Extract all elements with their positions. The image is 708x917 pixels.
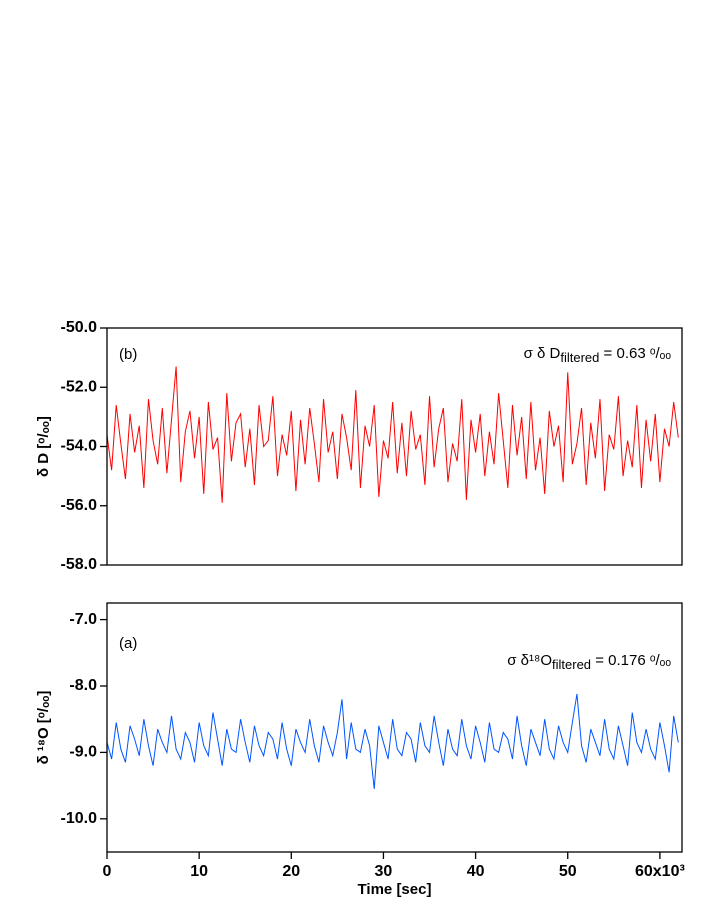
y-tick-label: -52.0 bbox=[61, 378, 98, 395]
x-tick-label: 50 bbox=[559, 863, 577, 880]
stat-subscript: filtered bbox=[552, 657, 591, 672]
stat-subscript: filtered bbox=[560, 350, 599, 365]
y-tick-label: -8.0 bbox=[69, 677, 97, 694]
y-tick-label: -10.0 bbox=[61, 810, 98, 827]
y-tick-label: -58.0 bbox=[61, 556, 98, 573]
y-axis-label: δ ¹⁸O [ᵒ/ₒₒ] bbox=[35, 691, 52, 765]
y-axis-label: δ D [ᵒ/ₒₒ] bbox=[35, 416, 52, 477]
stat-prefix: σ δ D bbox=[524, 345, 561, 362]
x-tick-label: 40 bbox=[467, 863, 485, 880]
plot-frame bbox=[106, 602, 683, 853]
data-line bbox=[106, 693, 679, 789]
y-tick-label: -56.0 bbox=[61, 497, 98, 514]
stat-annotation: σ δ¹⁸Ofiltered = 0.176 ᵒ/ₒₒ bbox=[507, 652, 671, 672]
x-tick-label: 0 bbox=[103, 863, 112, 880]
stat-prefix: σ δ¹⁸O bbox=[507, 652, 552, 669]
x-axis-label: Time [sec] bbox=[358, 881, 432, 898]
x-tick-label: 10 bbox=[190, 863, 208, 880]
stat-suffix: = 0.63 ᵒ/ₒₒ bbox=[599, 345, 671, 362]
y-tick-label: -50.0 bbox=[61, 319, 98, 336]
panel-label: (b) bbox=[119, 346, 137, 363]
data-line bbox=[106, 366, 679, 503]
stat-annotation: σ δ Dfiltered = 0.63 ᵒ/ₒₒ bbox=[524, 345, 672, 365]
x-tick-label: 30 bbox=[375, 863, 393, 880]
y-tick-label: -9.0 bbox=[69, 744, 97, 761]
x-tick-label: 20 bbox=[282, 863, 300, 880]
x-tick-label: 60x10³ bbox=[635, 863, 685, 880]
y-tick-label: -54.0 bbox=[61, 438, 98, 455]
panel-label: (a) bbox=[119, 635, 137, 652]
stat-suffix: = 0.176 ᵒ/ₒₒ bbox=[591, 652, 671, 669]
y-tick-label: -7.0 bbox=[69, 611, 97, 628]
